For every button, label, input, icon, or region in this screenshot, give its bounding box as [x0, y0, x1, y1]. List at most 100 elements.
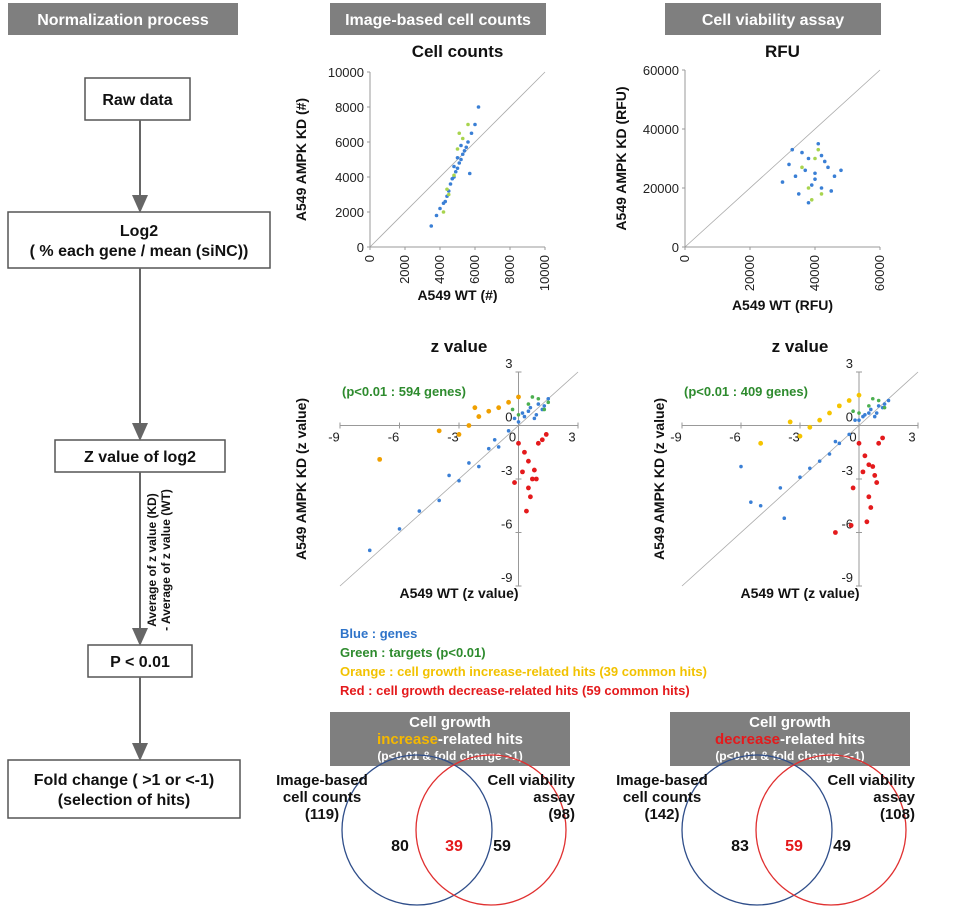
point [496, 405, 502, 411]
point [531, 467, 537, 473]
y-axis-label: A549 AMPK KD (z value) [651, 398, 667, 560]
point [546, 396, 551, 401]
point [530, 395, 535, 399]
point [758, 503, 763, 508]
y-tick-label: -9 [841, 570, 853, 585]
point [758, 440, 764, 446]
point [429, 224, 434, 228]
legend-entry: Orange : cell growth increase-related hi… [340, 664, 707, 679]
point [869, 407, 873, 412]
point [749, 500, 753, 504]
point [516, 440, 521, 446]
point [512, 480, 517, 485]
chart-title: Cell counts [412, 42, 504, 61]
x-tick-label: 8000 [502, 255, 517, 284]
venn-right-label: Cell viability [827, 772, 915, 789]
point [806, 156, 811, 161]
point [813, 156, 817, 161]
point [506, 429, 511, 433]
point [459, 157, 463, 162]
venn-right-only: 59 [493, 838, 511, 855]
point [864, 519, 870, 525]
point [866, 462, 872, 468]
point [543, 432, 549, 437]
scatter-chart: z value A549 WT (z value) A549 AMPK KD (z … [293, 337, 579, 601]
y-tick-label: 10000 [328, 65, 364, 80]
x-tick-label: 0 [509, 430, 516, 445]
point [780, 180, 785, 184]
point [880, 435, 885, 441]
y-tick-label: -6 [841, 517, 853, 532]
x-tick-label: 40000 [807, 255, 822, 291]
y-axis-label: A549 AMPK KD (#) [293, 98, 309, 221]
point [467, 461, 471, 465]
point [850, 485, 856, 491]
point [846, 398, 852, 403]
point [829, 189, 834, 193]
annotation: (p<0.01 : 409 genes) [684, 384, 808, 399]
x-axis-label: A549 WT (z value) [399, 585, 518, 601]
x-tick-label: -6 [729, 430, 741, 445]
y-tick-label: -3 [501, 463, 513, 478]
point [510, 407, 515, 412]
point [453, 169, 458, 174]
point [872, 473, 878, 478]
point [486, 408, 492, 414]
venn-right [755, 754, 907, 906]
y-tick-label: -3 [841, 463, 853, 478]
point [367, 548, 372, 553]
point [459, 143, 463, 148]
point [876, 398, 881, 403]
point [441, 210, 446, 214]
venn-right-label: Cell viability [487, 772, 575, 789]
point [539, 437, 545, 443]
venn-subtitle: increase-related hits [377, 731, 523, 748]
point [819, 186, 824, 190]
venn-left [681, 754, 833, 906]
point [860, 469, 866, 475]
point [460, 136, 465, 141]
point [836, 403, 842, 409]
scatter-chart: RFU A549 WT (RFU) A549 AMPK KD (RFU) 0 20000… [613, 42, 887, 313]
venn-left-label: Image-based [276, 772, 368, 789]
y-tick-label: 0 [672, 240, 679, 255]
point [528, 494, 533, 500]
point [528, 405, 533, 410]
point [546, 400, 551, 405]
point [827, 410, 832, 416]
point [857, 418, 861, 422]
scatter-chart: Cell counts A549 WT (#) A549 AMPK KD (#) 0 2… [293, 42, 552, 303]
point [522, 449, 527, 455]
point [800, 165, 804, 170]
point [876, 440, 882, 446]
y-tick-label: 0 [357, 240, 364, 255]
point [806, 186, 811, 190]
point [469, 131, 474, 136]
point [837, 441, 842, 446]
venn-right-total: (98) [548, 806, 575, 823]
y-tick-label: 40000 [643, 122, 679, 137]
x-tick-label: -9 [328, 430, 340, 445]
x-tick-label: -3 [447, 430, 459, 445]
point [446, 192, 451, 197]
point [452, 173, 456, 178]
y-tick-label: 60000 [643, 63, 679, 78]
point [526, 402, 531, 406]
y-tick-label: 4000 [335, 170, 364, 185]
point [529, 476, 535, 482]
point [466, 423, 472, 428]
point [809, 183, 814, 187]
venn-condition: (p<0.01 & fold change <-1) [715, 749, 864, 763]
venn-both: 59 [785, 838, 803, 855]
point [476, 105, 481, 109]
point [522, 414, 527, 419]
point [870, 396, 875, 401]
point [787, 162, 791, 167]
point [819, 192, 824, 196]
point [813, 177, 817, 181]
chart-title: RFU [765, 42, 800, 61]
point [455, 166, 460, 171]
point [447, 473, 451, 478]
point [466, 140, 470, 144]
venn-right-total: (108) [880, 806, 915, 823]
